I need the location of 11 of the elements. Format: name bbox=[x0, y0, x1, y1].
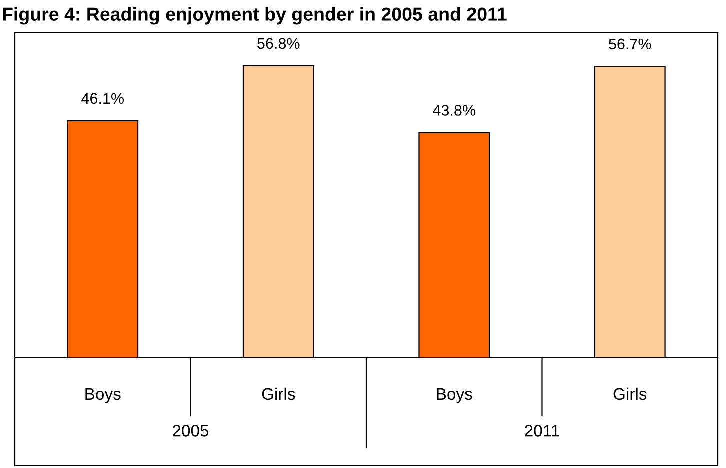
chart-title: Figure 4: Reading enjoyment by gender in 2005 and 2011 bbox=[3, 7, 507, 25]
x-tick-label: Girls bbox=[614, 388, 647, 400]
data-label: 56.7% bbox=[609, 38, 652, 50]
x-tick-label: Boys bbox=[86, 388, 121, 404]
x-tick-label: Girls bbox=[262, 388, 296, 400]
text: 2011 bbox=[525, 425, 560, 437]
data-label: 56.8% bbox=[258, 38, 300, 50]
x-tick-label: Boys bbox=[437, 388, 472, 404]
text: 2005 bbox=[173, 425, 209, 437]
data-label: 43.8% bbox=[433, 105, 476, 116]
data-label: 46.1% bbox=[82, 93, 124, 104]
